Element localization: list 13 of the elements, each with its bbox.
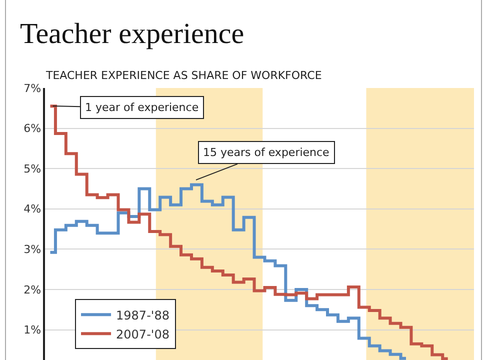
y-tick-label: 7% [24, 82, 42, 95]
y-tick-label: 1% [24, 324, 42, 337]
y-tick-label: 6% [24, 122, 42, 136]
chart-subtitle: TEACHER EXPERIENCE AS SHARE OF WORKFORCE [46, 69, 322, 82]
annotation: 1 year of experience [85, 101, 199, 114]
y-tick-label: 2% [24, 283, 42, 296]
y-tick-label: 5% [24, 162, 42, 176]
y-tick-label: 4% [24, 202, 42, 216]
legend-label: 2007-'08 [116, 327, 170, 342]
annotation: 15 years of experience [203, 146, 330, 159]
y-tick-label: 3% [24, 243, 42, 256]
chart-title: Teacher experience [20, 18, 244, 51]
legend-label: 1987-'88 [116, 308, 170, 322]
